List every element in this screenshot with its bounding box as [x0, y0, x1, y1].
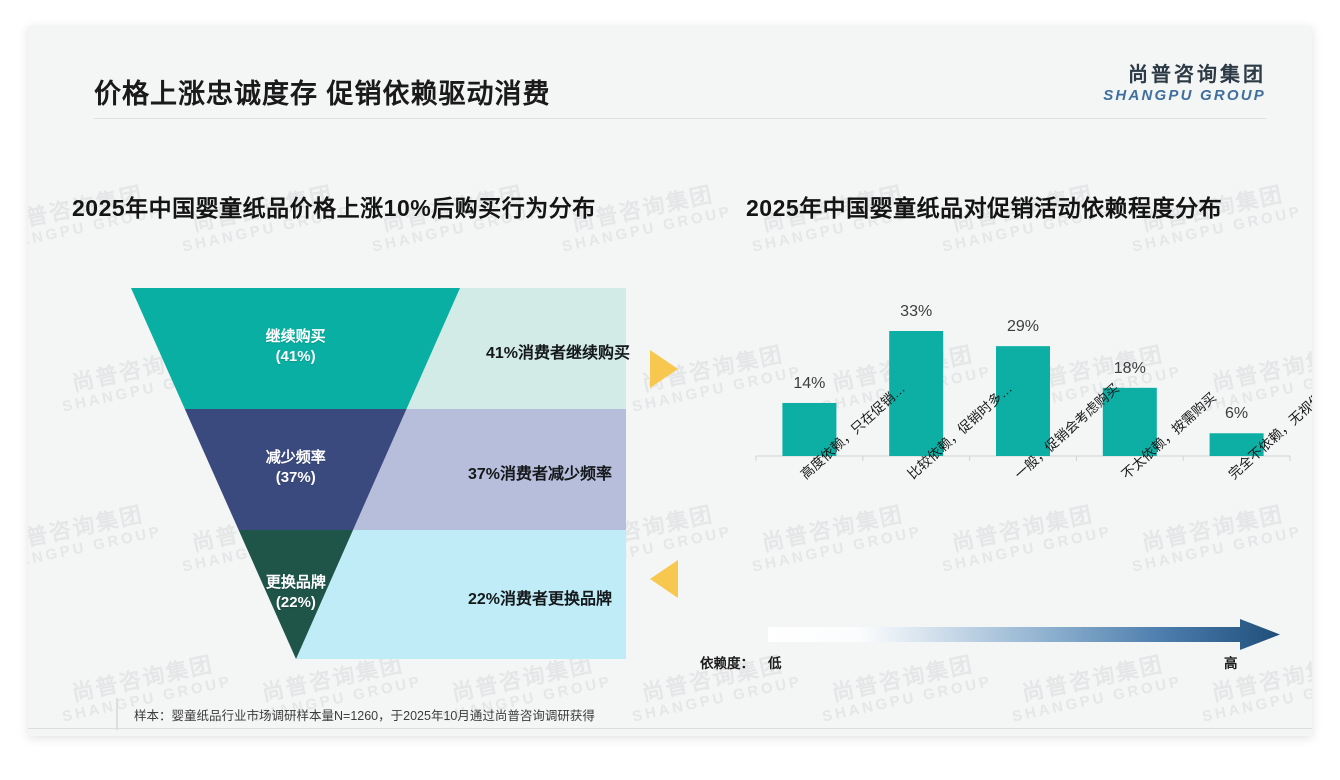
funnel-callout-panel	[460, 288, 626, 409]
funnel-segment-value: (22%)	[275, 593, 316, 611]
funnel-callout-panel	[460, 409, 626, 530]
source-note-text: 样本：婴童纸品行业市场调研样本量N=1260，于2025年10月通过尚普咨询调研…	[134, 708, 595, 723]
brand-logo: 尚普咨询集团 SHANGPU GROUP	[1103, 64, 1266, 105]
funnel-segment[interactable]	[184, 409, 407, 530]
source-note: 样本：婴童纸品行业市场调研样本量N=1260，于2025年10月通过尚普咨询调研…	[116, 698, 660, 730]
marker-triangle-left-icon	[650, 560, 678, 598]
funnel-segment-value: (41%)	[275, 347, 316, 365]
bar-value-label: 14%	[793, 374, 826, 392]
legend-low-label: 低	[768, 656, 782, 671]
bar-value-label: 33%	[900, 303, 933, 320]
bar-chart: 14% 高度依赖，只在促销… 33% 比较依赖，促销时多… 29% 一般，促销会考虑购买 1…	[718, 226, 1312, 646]
funnel-callout-panel-wedge	[406, 288, 460, 409]
slide-canvas: 尚普咨询集团 SHANGPU GROUP 尚普咨询集团 SHANGPU GROUP 尚普…	[28, 26, 1312, 736]
right-chart-title: 2025年中国婴童纸品对促销活动依赖程度分布	[746, 195, 1223, 221]
funnel-callout-panel-wedge	[296, 530, 460, 659]
funnel-segment-name: 继续购买	[265, 327, 326, 345]
funnel-callout-panel-wedge	[353, 409, 460, 530]
funnel-callout-text: 41%消费者继续购买	[486, 344, 631, 362]
slide-header: 价格上涨忠诚度存 促销依赖驱动消费 尚普咨询集团 SHANGPU GROUP	[28, 26, 1312, 122]
marker-triangle-right-icon	[650, 350, 678, 388]
funnel-segment-name: 更换品牌	[265, 573, 326, 591]
bar[interactable]	[1209, 433, 1264, 456]
funnel-graphic	[131, 288, 678, 659]
funnel-callout-panel	[460, 530, 626, 659]
legend-title: 依赖度：	[700, 656, 754, 671]
funnel-segment-label: 继续购买 (41%)	[226, 327, 366, 368]
funnel-callout-text: 22%消费者更换品牌	[468, 590, 613, 608]
bar[interactable]	[782, 402, 837, 456]
bar-chart-graphic	[755, 331, 1291, 461]
bar-value-label: 6%	[1225, 405, 1249, 423]
dependency-gradient-legend: 依赖度： 低 高	[700, 618, 1300, 680]
funnel-segment-value: (37%)	[275, 468, 316, 486]
header-divider	[94, 118, 1266, 119]
legend-high-label: 高	[1224, 656, 1238, 671]
funnel-segment[interactable]	[131, 288, 460, 409]
gradient-arrow-icon	[768, 619, 1280, 650]
funnel-segment-label: 减少频率 (37%)	[226, 448, 366, 489]
page-title: 价格上涨忠诚度存 促销依赖驱动消费	[94, 79, 551, 109]
bar-value-label: 18%	[1113, 359, 1146, 377]
bar-value-label: 29%	[1006, 318, 1040, 336]
slide-footer: ©2025.12 SHANGPU GROUP www.shangpu-china…	[28, 729, 1312, 736]
funnel-segment-name: 减少频率	[265, 448, 326, 466]
footer-divider	[28, 728, 1312, 729]
bar[interactable]	[996, 346, 1050, 456]
funnel-callout-text: 37%消费者减少频率	[468, 465, 613, 483]
bar[interactable]	[889, 331, 944, 456]
funnel-segment[interactable]	[238, 530, 354, 659]
bar[interactable]	[1102, 387, 1157, 456]
funnel-segment-label: 更换品牌 (22%)	[226, 573, 366, 614]
logo-chinese-text: 尚普咨询集团	[1128, 64, 1266, 86]
funnel-chart: 继续购买 (41%) 41%消费者继续购买减少频率 (37%) 37%消费者减少频率更换…	[28, 26, 708, 736]
left-chart-title: 2025年中国婴童纸品价格上涨10%后购买行为分布	[72, 195, 596, 221]
logo-english-text: SHANGPU GROUP	[1103, 87, 1266, 104]
